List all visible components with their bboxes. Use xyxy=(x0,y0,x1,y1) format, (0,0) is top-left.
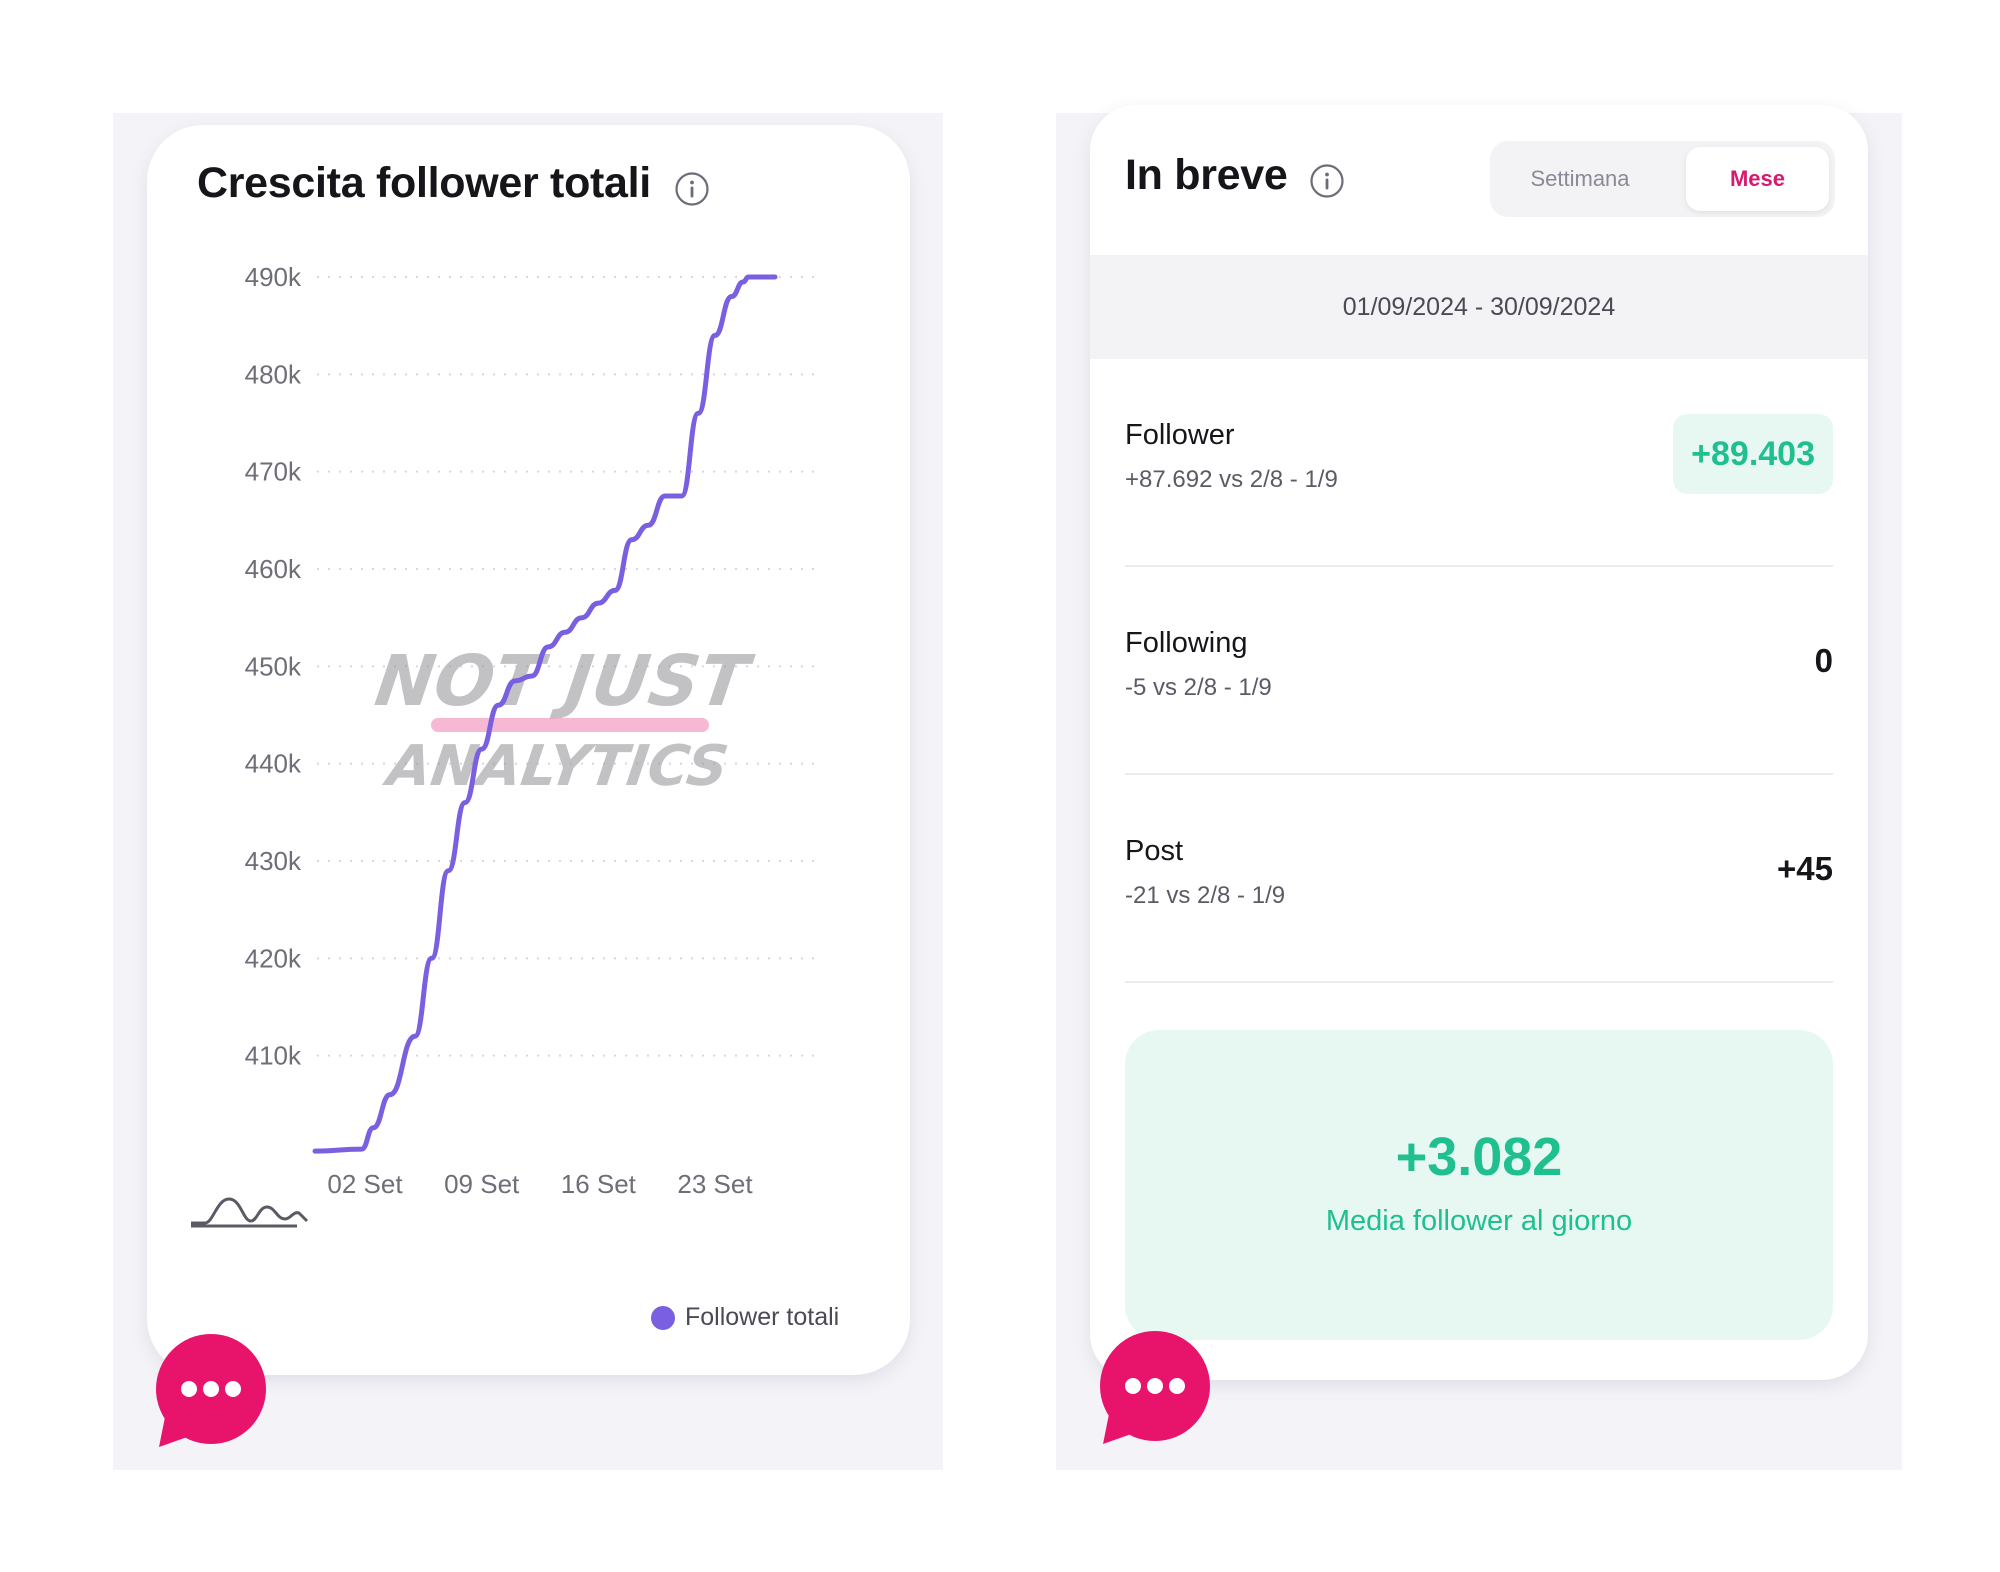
y-tick-label: 470k xyxy=(245,457,302,487)
sparkline-icon[interactable] xyxy=(191,1197,309,1228)
average-label: Media follower al giorno xyxy=(1325,1205,1633,1237)
metric-name: Following xyxy=(1125,627,1248,659)
date-range: 01/09/2024 - 30/09/2024 xyxy=(1090,255,1868,359)
y-tick-label: 440k xyxy=(245,749,302,779)
chart-legend: Follower totali xyxy=(651,1303,839,1332)
chat-bubble-icon[interactable] xyxy=(1097,1330,1213,1446)
y-tick-label: 420k xyxy=(245,943,302,973)
y-tick-label: 410k xyxy=(245,1041,302,1071)
y-tick-label: 430k xyxy=(245,846,302,876)
metric-value: +45 xyxy=(1777,850,1833,887)
watermark: NOT JUST ANALYTICS xyxy=(371,640,759,799)
x-tick-label: 16 Set xyxy=(561,1169,637,1199)
metric-value: 0 xyxy=(1814,642,1833,679)
summary-card: In breve Settimana Mese 01/09/2024 - 30/… xyxy=(1090,105,1868,1380)
y-tick-label: 480k xyxy=(245,359,302,389)
info-icon[interactable] xyxy=(1309,163,1345,199)
y-tick-label: 450k xyxy=(245,651,302,681)
metric-value-badge: +89.403 xyxy=(1673,414,1833,494)
chat-bubble-icon[interactable] xyxy=(153,1333,269,1449)
svg-text:NOT JUST: NOT JUST xyxy=(371,640,759,722)
period-toggle: Settimana Mese xyxy=(1490,141,1835,217)
metric-row-post: Post -21 vs 2/8 - 1/9 +45 xyxy=(1125,775,1833,983)
legend-dot-icon xyxy=(651,1305,675,1330)
metric-name: Post xyxy=(1125,835,1184,867)
daily-average-box: +3.082 Media follower al giorno xyxy=(1125,1030,1833,1340)
average-value: +3.082 xyxy=(1395,1127,1563,1187)
y-tick-label: 490k xyxy=(245,262,302,292)
info-icon[interactable] xyxy=(674,171,710,207)
series-line-follower-totali xyxy=(312,274,778,1154)
y-tick-label: 460k xyxy=(245,554,302,584)
svg-text:ANALYTICS: ANALYTICS xyxy=(380,734,733,799)
legend-label: Follower totali xyxy=(685,1303,840,1331)
toggle-week-button[interactable]: Settimana xyxy=(1530,166,1630,191)
line-chart: 410k 420k 430k 440k 450k 460k 470k 480k 490k 02 … xyxy=(191,262,817,1228)
metric-row-following: Following -5 vs 2/8 - 1/9 0 xyxy=(1125,567,1833,775)
metric-compare: -21 vs 2/8 - 1/9 xyxy=(1125,882,1286,909)
chart-title: Crescita follower totali xyxy=(197,159,651,207)
metric-compare: +87.692 vs 2/8 - 1/9 xyxy=(1125,466,1338,493)
metric-compare: -5 vs 2/8 - 1/9 xyxy=(1125,674,1272,701)
follower-growth-card: Crescita follower totali 410k 420k 430k 440… xyxy=(147,125,910,1375)
metric-name: Follower xyxy=(1125,419,1235,451)
toggle-month-button[interactable]: Mese xyxy=(1686,147,1829,211)
summary-title: In breve xyxy=(1125,151,1288,199)
x-tick-label: 09 Set xyxy=(444,1169,520,1199)
metric-row-follower: Follower +87.692 vs 2/8 - 1/9 +89.403 xyxy=(1125,359,1833,567)
x-tick-label: 02 Set xyxy=(327,1169,403,1199)
x-tick-label: 23 Set xyxy=(677,1169,753,1199)
